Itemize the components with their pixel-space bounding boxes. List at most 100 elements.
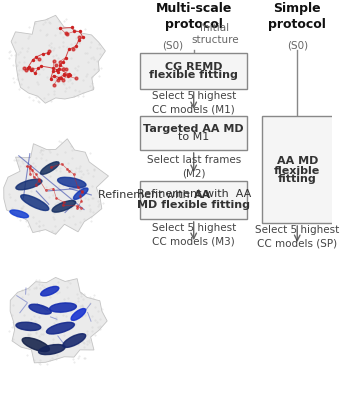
Point (71, 171, 76, 177)
Point (80, 189, 85, 195)
Point (75, 205, 80, 211)
Point (48, 164, 54, 170)
Point (30, 166, 35, 173)
Text: Refinement with  AA: Refinement with AA (137, 189, 251, 199)
Point (67, 72, 72, 78)
Ellipse shape (40, 162, 59, 174)
Point (78, 205, 83, 211)
Point (26, 64, 31, 70)
Point (33, 182, 38, 188)
Point (58, 75, 64, 82)
Point (57, 25, 63, 32)
Point (38, 63, 44, 69)
Ellipse shape (21, 195, 49, 210)
Point (60, 202, 66, 208)
Point (66, 71, 72, 78)
Point (60, 59, 65, 66)
Ellipse shape (10, 210, 28, 218)
Point (61, 72, 66, 78)
Text: to M1: to M1 (178, 132, 209, 142)
Text: CG REMD: CG REMD (165, 62, 222, 72)
Point (27, 163, 33, 170)
Polygon shape (10, 278, 107, 363)
Point (64, 166, 70, 172)
Ellipse shape (52, 200, 76, 212)
Point (30, 57, 35, 63)
Ellipse shape (29, 304, 51, 314)
Point (51, 72, 56, 79)
Point (51, 186, 56, 192)
Point (76, 37, 82, 43)
Ellipse shape (63, 334, 86, 348)
Point (65, 73, 71, 80)
Text: (S0): (S0) (162, 40, 183, 50)
Point (79, 188, 84, 194)
Point (55, 68, 61, 75)
Point (66, 46, 72, 53)
Text: Multi-scale
protocol: Multi-scale protocol (155, 2, 232, 31)
Text: Select 5 highest
CC models (SP): Select 5 highest CC models (SP) (255, 226, 339, 248)
Point (61, 71, 67, 78)
Polygon shape (4, 139, 109, 234)
FancyBboxPatch shape (140, 181, 247, 219)
Text: Initial
structure: Initial structure (191, 23, 239, 45)
Text: MD flexible fitting: MD flexible fitting (137, 200, 250, 210)
Point (79, 198, 84, 204)
Point (57, 66, 62, 72)
Point (33, 70, 38, 76)
Ellipse shape (49, 303, 76, 312)
Text: Refinement with: Refinement with (99, 190, 194, 200)
Ellipse shape (46, 322, 74, 334)
Ellipse shape (73, 188, 88, 200)
Ellipse shape (57, 177, 86, 188)
Text: AA MD: AA MD (276, 156, 318, 166)
Point (72, 28, 77, 35)
FancyBboxPatch shape (262, 116, 333, 223)
Point (50, 68, 56, 74)
Polygon shape (11, 15, 106, 103)
Point (31, 174, 36, 180)
Ellipse shape (22, 338, 49, 352)
Point (63, 54, 69, 61)
Point (59, 161, 64, 167)
Point (61, 199, 66, 205)
Point (54, 195, 59, 201)
Text: Targeted AA MD: Targeted AA MD (143, 124, 244, 134)
Point (56, 75, 61, 81)
Ellipse shape (38, 344, 65, 355)
Point (45, 50, 51, 56)
Point (78, 192, 83, 199)
Point (43, 187, 48, 193)
Text: AA: AA (194, 190, 211, 200)
Text: Select 5 highest
CC models (M3): Select 5 highest CC models (M3) (152, 223, 236, 246)
Point (40, 51, 45, 57)
Text: Simple
protocol: Simple protocol (268, 2, 326, 31)
Point (74, 203, 80, 209)
Point (36, 176, 42, 183)
Ellipse shape (71, 308, 86, 320)
Point (25, 65, 30, 71)
Point (77, 28, 82, 34)
Point (27, 171, 33, 177)
Point (51, 65, 56, 71)
Text: (S0): (S0) (287, 40, 308, 50)
Point (29, 67, 34, 74)
Point (35, 65, 41, 71)
Point (73, 43, 79, 50)
Ellipse shape (16, 322, 41, 330)
Ellipse shape (41, 286, 59, 296)
Point (54, 66, 60, 73)
Point (48, 76, 53, 82)
Text: fitting: fitting (278, 174, 317, 184)
Text: Select 5 highest
CC models (M1): Select 5 highest CC models (M1) (152, 91, 236, 115)
Point (34, 54, 39, 60)
Point (24, 163, 29, 170)
Text: flexible fitting: flexible fitting (149, 70, 238, 80)
Text: flexible: flexible (274, 166, 320, 176)
Point (80, 34, 85, 40)
Point (36, 178, 42, 184)
FancyBboxPatch shape (140, 53, 247, 89)
Point (69, 24, 75, 31)
FancyBboxPatch shape (140, 116, 247, 150)
Point (66, 167, 72, 174)
